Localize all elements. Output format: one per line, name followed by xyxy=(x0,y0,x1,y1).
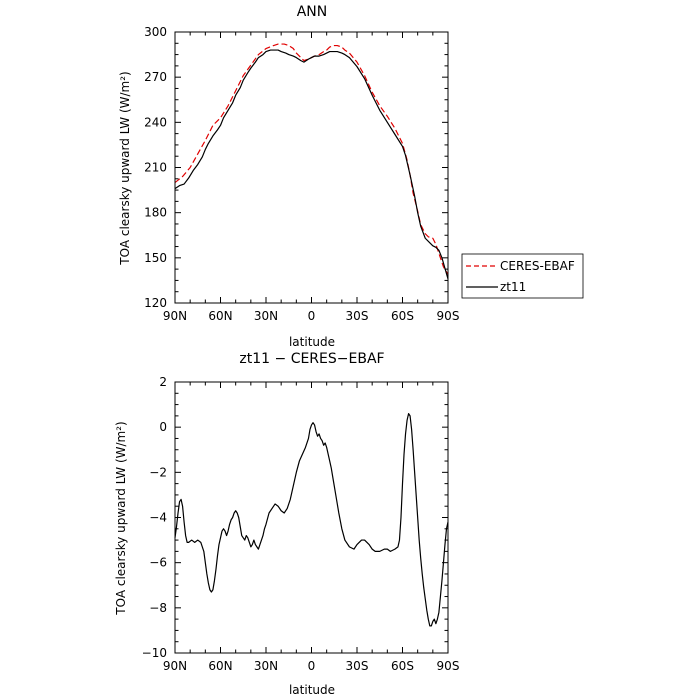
x-tick-label: 30N xyxy=(254,309,278,323)
y-tick-label: −8 xyxy=(149,601,167,615)
x-tick-label: 60N xyxy=(208,659,232,673)
x-tick-label: 90N xyxy=(163,659,187,673)
bottom-panel-title: zt11 − CERES−EBAF xyxy=(239,351,384,367)
y-tick-label: −6 xyxy=(149,556,167,570)
y-tick-label: 210 xyxy=(144,161,167,175)
top-panel-tick-labels: 90N 60N 30N 0 30S 60S 90S 120 150 180 210 240 270 300 xyxy=(144,25,459,323)
x-tick-label: 90N xyxy=(163,309,187,323)
bottom-panel: zt11 − CERES−EBAF TOA clearsky upward LW… xyxy=(114,351,459,697)
top-panel-frame xyxy=(174,31,449,304)
bottom-panel-ticks xyxy=(174,381,449,654)
legend-box xyxy=(461,253,584,299)
x-tick-label: 60S xyxy=(391,309,414,323)
bottom-panel-ylabel: TOA clearsky upward LW (W/m²) xyxy=(114,421,128,615)
bottom-panel-series xyxy=(174,413,449,627)
bottom-panel-xlabel: latitude xyxy=(289,683,335,697)
y-tick-label: 0 xyxy=(159,420,167,434)
x-tick-label: 0 xyxy=(308,659,316,673)
top-panel-series xyxy=(174,43,449,280)
top-panel-xlabel: latitude xyxy=(289,335,335,349)
y-tick-label: 180 xyxy=(144,206,167,220)
x-tick-label: 90S xyxy=(437,659,460,673)
difference-line xyxy=(174,413,449,627)
legend: CERES-EBAF zt11 xyxy=(461,253,584,299)
x-tick-label: 30S xyxy=(346,309,369,323)
bottom-panel-tick-labels: 90N 60N 30N 0 30S 60S 90S −10 −8 −6 −4 −2 0 2 xyxy=(142,375,460,673)
x-tick-label: 60S xyxy=(391,659,414,673)
x-tick-label: 0 xyxy=(308,309,316,323)
series-line-zt11 xyxy=(174,49,449,280)
y-tick-label: −4 xyxy=(149,511,167,525)
y-tick-label: 300 xyxy=(144,25,167,39)
bottom-panel-frame xyxy=(174,381,449,654)
y-tick-label: 150 xyxy=(144,251,167,265)
x-tick-label: 90S xyxy=(437,309,460,323)
top-panel-ylabel: TOA clearsky upward LW (W/m²) xyxy=(118,71,132,265)
y-tick-label: 2 xyxy=(159,375,167,389)
top-panel: ANN TOA clearsky upward LW (W/m²) latitu… xyxy=(118,4,584,349)
y-tick-label: 120 xyxy=(144,296,167,310)
x-tick-label: 30N xyxy=(254,659,278,673)
legend-label-zt11: zt11 xyxy=(500,280,526,294)
x-tick-label: 60N xyxy=(208,309,232,323)
series-line-ceres-ebaf xyxy=(174,43,449,275)
top-panel-ticks xyxy=(174,31,449,304)
y-tick-label: 240 xyxy=(144,115,167,129)
legend-label-ceres-ebaf: CERES-EBAF xyxy=(500,259,575,273)
y-tick-label: 270 xyxy=(144,70,167,84)
x-tick-label: 30S xyxy=(346,659,369,673)
top-panel-title: ANN xyxy=(297,4,328,20)
y-tick-label: −10 xyxy=(142,646,167,660)
y-tick-label: −2 xyxy=(149,465,167,479)
